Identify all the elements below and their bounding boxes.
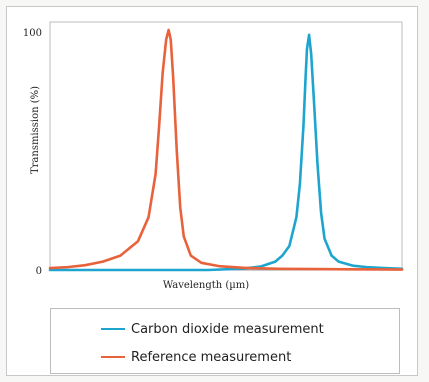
legend-label-reference: Reference measurement xyxy=(131,349,292,365)
series-line-carbon-dioxide xyxy=(48,33,404,272)
legend-swatch-carbon-dioxide xyxy=(101,328,125,330)
legend-label-carbon-dioxide: Carbon dioxide measurement xyxy=(131,321,324,337)
y-tick-label-0: 0 xyxy=(36,266,42,277)
plot-area xyxy=(49,21,403,271)
legend-item-reference: Reference measurement xyxy=(51,347,291,367)
plot-background xyxy=(49,21,403,271)
legend-item-carbon-dioxide: Carbon dioxide measurement xyxy=(51,319,324,339)
legend: Carbon dioxide measurement Reference mea… xyxy=(50,308,400,374)
legend-swatch-reference xyxy=(101,356,125,358)
series-layer xyxy=(48,28,404,272)
y-tick-label-100: 100 xyxy=(23,28,42,39)
y-axis-label: Transmission (%) xyxy=(30,86,41,174)
x-axis-label: Wavelength (µm) xyxy=(163,280,249,291)
series-line-reference xyxy=(48,28,404,271)
